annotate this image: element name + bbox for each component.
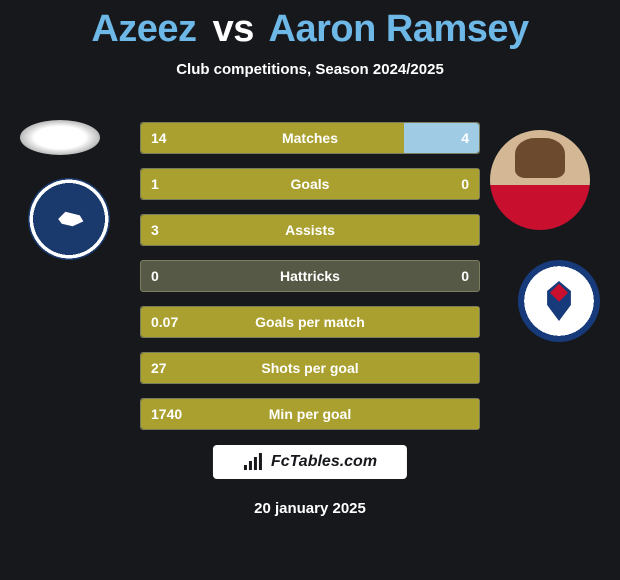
player2-avatar xyxy=(490,130,590,230)
stat-row: 0.07 Goals per match xyxy=(140,306,480,338)
player2-club-badge xyxy=(518,260,600,342)
stat-row: 0 0 Hattricks xyxy=(140,260,480,292)
stat-label: Assists xyxy=(285,222,335,238)
header: Azeez vs Aaron Ramsey Club competitions,… xyxy=(0,0,620,78)
stat-value-left: 0.07 xyxy=(151,314,178,330)
stat-value-left: 0 xyxy=(151,268,159,284)
stat-row: 1 0 Goals xyxy=(140,168,480,200)
stat-value-right: 4 xyxy=(461,130,469,146)
stat-label: Goals per match xyxy=(255,314,365,330)
stat-label: Shots per goal xyxy=(261,360,358,376)
player1-name: Azeez xyxy=(91,8,196,50)
footer-logo-text: FcTables.com xyxy=(271,453,377,471)
stat-value-right: 0 xyxy=(461,268,469,284)
stat-value-left: 1 xyxy=(151,176,159,192)
player1-avatar xyxy=(20,120,100,155)
vs-separator: vs xyxy=(213,8,254,50)
stat-value-left: 3 xyxy=(151,222,159,238)
stat-row: 14 4 Matches xyxy=(140,122,480,154)
player1-club-badge xyxy=(28,178,110,260)
stat-value-left: 14 xyxy=(151,130,167,146)
stat-row: 1740 Min per goal xyxy=(140,398,480,430)
stat-label: Matches xyxy=(282,130,338,146)
badge-accent-icon xyxy=(550,284,568,302)
stat-label: Goals xyxy=(291,176,330,192)
footer-logo: FcTables.com xyxy=(213,445,407,479)
stat-row: 3 Assists xyxy=(140,214,480,246)
stat-value-left: 27 xyxy=(151,360,167,376)
footer-date: 20 january 2025 xyxy=(254,500,366,517)
stat-value-left: 1740 xyxy=(151,406,182,422)
stat-label: Hattricks xyxy=(280,268,340,284)
chart-icon xyxy=(243,453,265,471)
stat-label: Min per goal xyxy=(269,406,351,422)
subtitle: Club competitions, Season 2024/2025 xyxy=(0,61,620,78)
player2-name: Aaron Ramsey xyxy=(269,8,529,50)
stat-value-right: 0 xyxy=(461,176,469,192)
stat-row: 27 Shots per goal xyxy=(140,352,480,384)
stat-bar-left xyxy=(141,123,404,153)
page-title: Azeez vs Aaron Ramsey xyxy=(0,8,620,51)
stats-container: 14 4 Matches 1 0 Goals 3 Assists 0 0 Hattricks 0.07… xyxy=(140,122,480,444)
